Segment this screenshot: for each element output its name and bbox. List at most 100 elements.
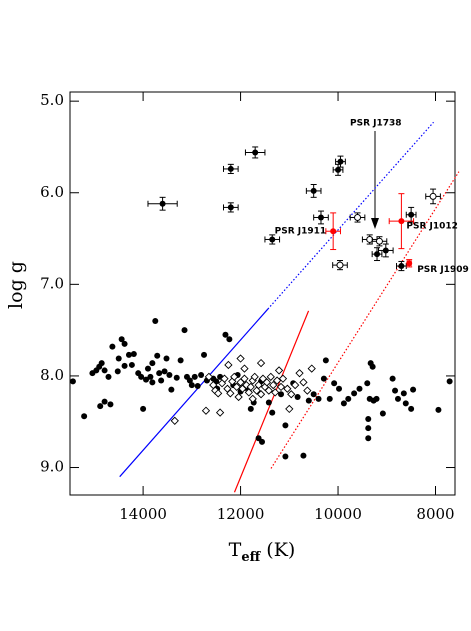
point xyxy=(118,336,125,343)
point xyxy=(310,391,317,398)
point xyxy=(128,361,135,368)
x-label-unit: (K) xyxy=(266,539,295,561)
point xyxy=(98,360,105,367)
y-tick-label: 6.0 xyxy=(40,183,64,201)
point xyxy=(161,368,168,375)
point-label: PSR J1909 xyxy=(417,265,469,275)
point xyxy=(394,395,401,402)
point xyxy=(198,372,205,379)
point xyxy=(226,336,233,343)
x-label-sub: eff xyxy=(241,550,261,565)
point xyxy=(335,166,342,173)
point xyxy=(254,380,263,390)
point xyxy=(186,377,193,384)
point xyxy=(392,387,399,394)
point xyxy=(144,365,151,372)
point xyxy=(317,214,324,221)
point xyxy=(224,360,233,370)
point xyxy=(143,376,150,383)
x-label-main: T xyxy=(229,539,242,561)
y-tick-label: 9.0 xyxy=(40,458,64,476)
x-tick-label: 8000 xyxy=(416,505,454,523)
point xyxy=(351,390,358,397)
point xyxy=(315,395,322,402)
point xyxy=(81,413,88,420)
point xyxy=(166,372,173,379)
y-axis-label: log g xyxy=(5,261,27,309)
point xyxy=(435,406,442,413)
point xyxy=(398,263,405,270)
point xyxy=(149,379,156,386)
point xyxy=(234,392,243,402)
point xyxy=(114,368,121,375)
point xyxy=(242,380,251,390)
point xyxy=(389,375,396,382)
point xyxy=(265,399,272,406)
point xyxy=(226,389,235,398)
point xyxy=(147,373,154,380)
point xyxy=(282,453,289,460)
point xyxy=(256,390,266,399)
point xyxy=(232,382,241,392)
point xyxy=(369,363,376,370)
point xyxy=(408,211,415,218)
point xyxy=(252,149,259,156)
point xyxy=(340,400,347,407)
point xyxy=(354,213,362,221)
point xyxy=(266,372,275,381)
point xyxy=(398,218,405,225)
point xyxy=(101,367,108,374)
point xyxy=(204,372,214,381)
x-tick-label: 10000 xyxy=(314,505,362,523)
point-label: PSR J1012 xyxy=(406,222,458,232)
point xyxy=(121,340,128,347)
point xyxy=(379,410,386,417)
point xyxy=(140,405,147,412)
point xyxy=(337,158,344,165)
point xyxy=(365,415,372,422)
point xyxy=(252,386,261,395)
point xyxy=(105,373,112,380)
point xyxy=(156,370,163,377)
point xyxy=(322,357,329,364)
point xyxy=(310,187,317,194)
point xyxy=(356,385,363,392)
y-tick-label: 8.0 xyxy=(40,366,64,384)
point xyxy=(410,386,417,393)
point xyxy=(130,350,137,357)
point xyxy=(269,380,278,390)
point xyxy=(191,373,198,380)
point xyxy=(181,327,188,334)
point xyxy=(227,165,234,172)
x-tick-label: 12000 xyxy=(217,505,265,523)
point xyxy=(271,388,280,397)
plot-frame xyxy=(69,91,456,496)
point xyxy=(201,351,208,358)
point xyxy=(227,204,234,211)
point xyxy=(256,358,266,368)
point xyxy=(201,406,211,415)
x-tick-label: 14000 xyxy=(119,505,167,523)
point xyxy=(382,247,389,254)
point xyxy=(259,438,266,445)
point xyxy=(366,235,374,243)
point xyxy=(262,378,272,387)
point xyxy=(300,452,307,459)
model-line xyxy=(270,171,460,469)
point xyxy=(278,374,288,383)
point xyxy=(107,401,114,408)
point xyxy=(282,422,289,429)
point xyxy=(365,425,372,432)
point xyxy=(246,382,255,392)
point xyxy=(303,386,312,395)
point xyxy=(152,317,159,324)
point xyxy=(125,351,132,358)
point xyxy=(276,382,286,392)
point xyxy=(222,331,229,338)
point xyxy=(109,343,116,350)
point xyxy=(168,386,175,393)
point xyxy=(272,376,282,385)
point xyxy=(375,237,383,245)
point xyxy=(331,380,338,387)
y-tick-label: 7.0 xyxy=(40,274,64,292)
